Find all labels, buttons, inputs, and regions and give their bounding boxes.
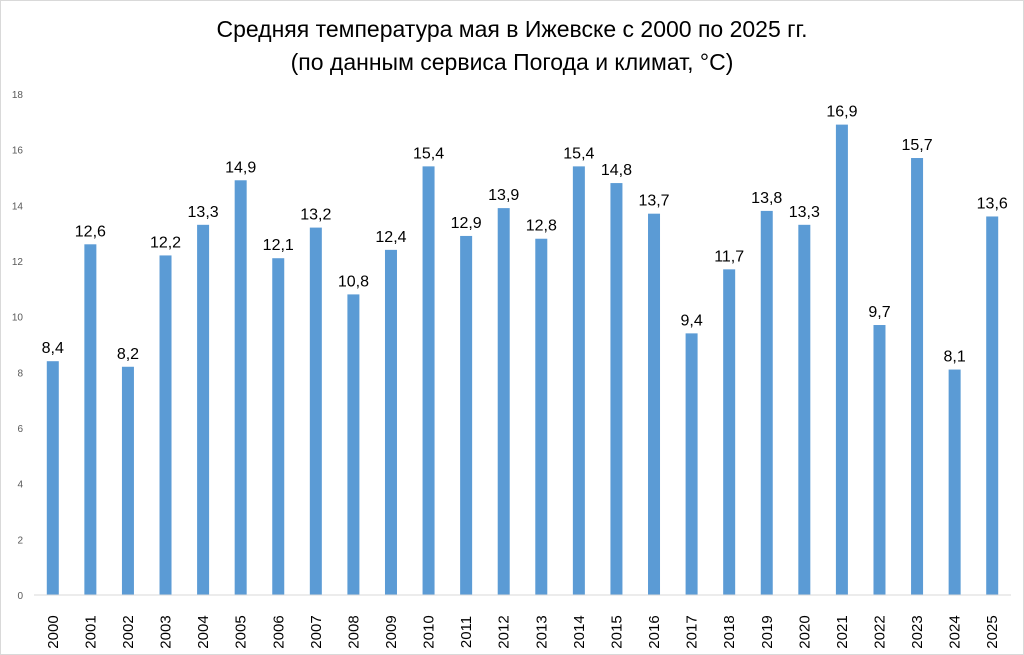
y-tick-label: 8 [17,368,23,379]
y-tick-label: 6 [17,424,23,435]
data-label-2020: 13,3 [789,204,820,221]
chart-subtitle: (по данным сервиса Погода и климат, °C) [291,49,734,75]
x-tick-label-2013: 2013 [533,615,550,648]
x-tick-label-2005: 2005 [233,615,250,648]
chart-title: Средняя температура мая в Ижевске с 2000… [216,16,807,42]
x-tick-label-2000: 2000 [45,615,62,648]
x-tick-label-2016: 2016 [646,615,663,648]
x-tick-label-2021: 2021 [834,615,851,648]
x-tick-label-2011: 2011 [458,616,475,648]
x-tick-label-2022: 2022 [871,615,888,648]
y-tick-label: 16 [12,146,24,157]
x-tick-label-2017: 2017 [684,615,701,648]
bar-2023 [911,158,924,595]
x-tick-label-2015: 2015 [608,615,625,648]
data-labels: 8,4 12,6 8,2 12,2 13,3 14,9 12,1 13,2 10,8 12,4 15… [42,104,1008,366]
data-label-2009: 12,4 [375,229,406,246]
data-label-2022: 9,7 [868,304,890,321]
x-tick-label-2009: 2009 [383,615,400,648]
data-label-2012: 13,9 [488,187,519,204]
bar-2022 [873,325,886,595]
x-tick-label-2003: 2003 [158,615,175,648]
data-label-2005: 14,9 [225,159,256,176]
x-tick-label-2023: 2023 [909,615,926,648]
bar-2014 [572,166,585,595]
x-tick-label-2010: 2010 [421,615,438,648]
bars [46,124,999,596]
bar-2004 [197,224,210,596]
data-label-2007: 13,2 [300,207,331,224]
bar-2003 [159,255,172,595]
y-tick-label: 18 [12,90,24,101]
bar-2015 [610,183,623,596]
bar-2025 [986,216,999,595]
data-label-2023: 15,7 [901,137,932,154]
x-tick-label-2006: 2006 [270,615,287,648]
data-label-2014: 15,4 [563,145,594,162]
x-tick-label-2008: 2008 [345,615,362,648]
bar-2006 [272,258,285,595]
bar-2020 [798,224,811,596]
bar-2001 [84,244,97,596]
bar-2000 [46,361,59,595]
data-label-2011: 12,9 [451,215,482,232]
bar-2024 [948,369,961,595]
data-label-2008: 10,8 [338,273,369,290]
x-tick-label-2004: 2004 [195,615,212,648]
data-label-2003: 12,2 [150,234,181,251]
data-label-2024: 8,1 [944,349,966,366]
y-tick-label: 4 [17,480,23,491]
x-tick-label-2019: 2019 [759,615,776,648]
data-label-2025: 13,6 [977,195,1008,212]
data-label-2010: 15,4 [413,145,444,162]
data-label-2006: 12,1 [263,237,294,254]
bar-2002 [121,366,134,595]
data-label-2002: 8,2 [117,346,139,363]
data-label-2000: 8,4 [42,340,64,357]
data-label-2021: 16,9 [826,104,857,121]
bar-2010 [422,166,435,595]
bar-2011 [460,235,473,595]
x-tick-label-2014: 2014 [571,615,588,648]
bar-2017 [685,333,698,595]
y-tick-label: 0 [17,591,23,602]
x-tick-label-2001: 2001 [82,615,99,648]
y-axis: 0 2 4 6 8 10 12 14 16 18 [12,90,24,602]
bar-2008 [347,294,360,595]
x-tick-label-2012: 2012 [496,615,513,648]
bar-2016 [648,213,661,595]
bar-2009 [384,249,397,595]
data-label-2004: 13,3 [188,204,219,221]
bar-2021 [835,124,848,595]
bar-2005 [234,180,247,596]
bar-2018 [723,269,736,595]
bar-2007 [309,227,322,595]
y-tick-label: 10 [12,313,24,324]
bar-2013 [535,238,548,595]
data-label-2017: 9,4 [680,312,702,329]
data-label-2001: 12,6 [75,223,106,240]
bar-2012 [497,208,510,595]
data-label-2013: 12,8 [526,218,557,235]
x-tick-label-2024: 2024 [947,615,964,648]
x-axis: 2000 2001 2002 2003 2004 2005 2006 2007 2008 2009… [34,594,1011,649]
y-tick-label: 12 [12,257,24,268]
x-tick-label-2020: 2020 [796,615,813,648]
data-label-2016: 13,7 [638,193,669,210]
y-tick-label: 2 [17,535,23,546]
y-tick-label: 14 [12,201,24,212]
data-label-2015: 14,8 [601,162,632,179]
x-tick-label-2025: 2025 [984,615,1001,648]
bar-2019 [760,210,773,595]
x-tick-label-2007: 2007 [308,615,325,648]
x-tick-label-2018: 2018 [721,615,738,648]
x-tick-label-2002: 2002 [120,615,137,648]
data-label-2019: 13,8 [751,190,782,207]
data-label-2018: 11,7 [714,248,744,265]
